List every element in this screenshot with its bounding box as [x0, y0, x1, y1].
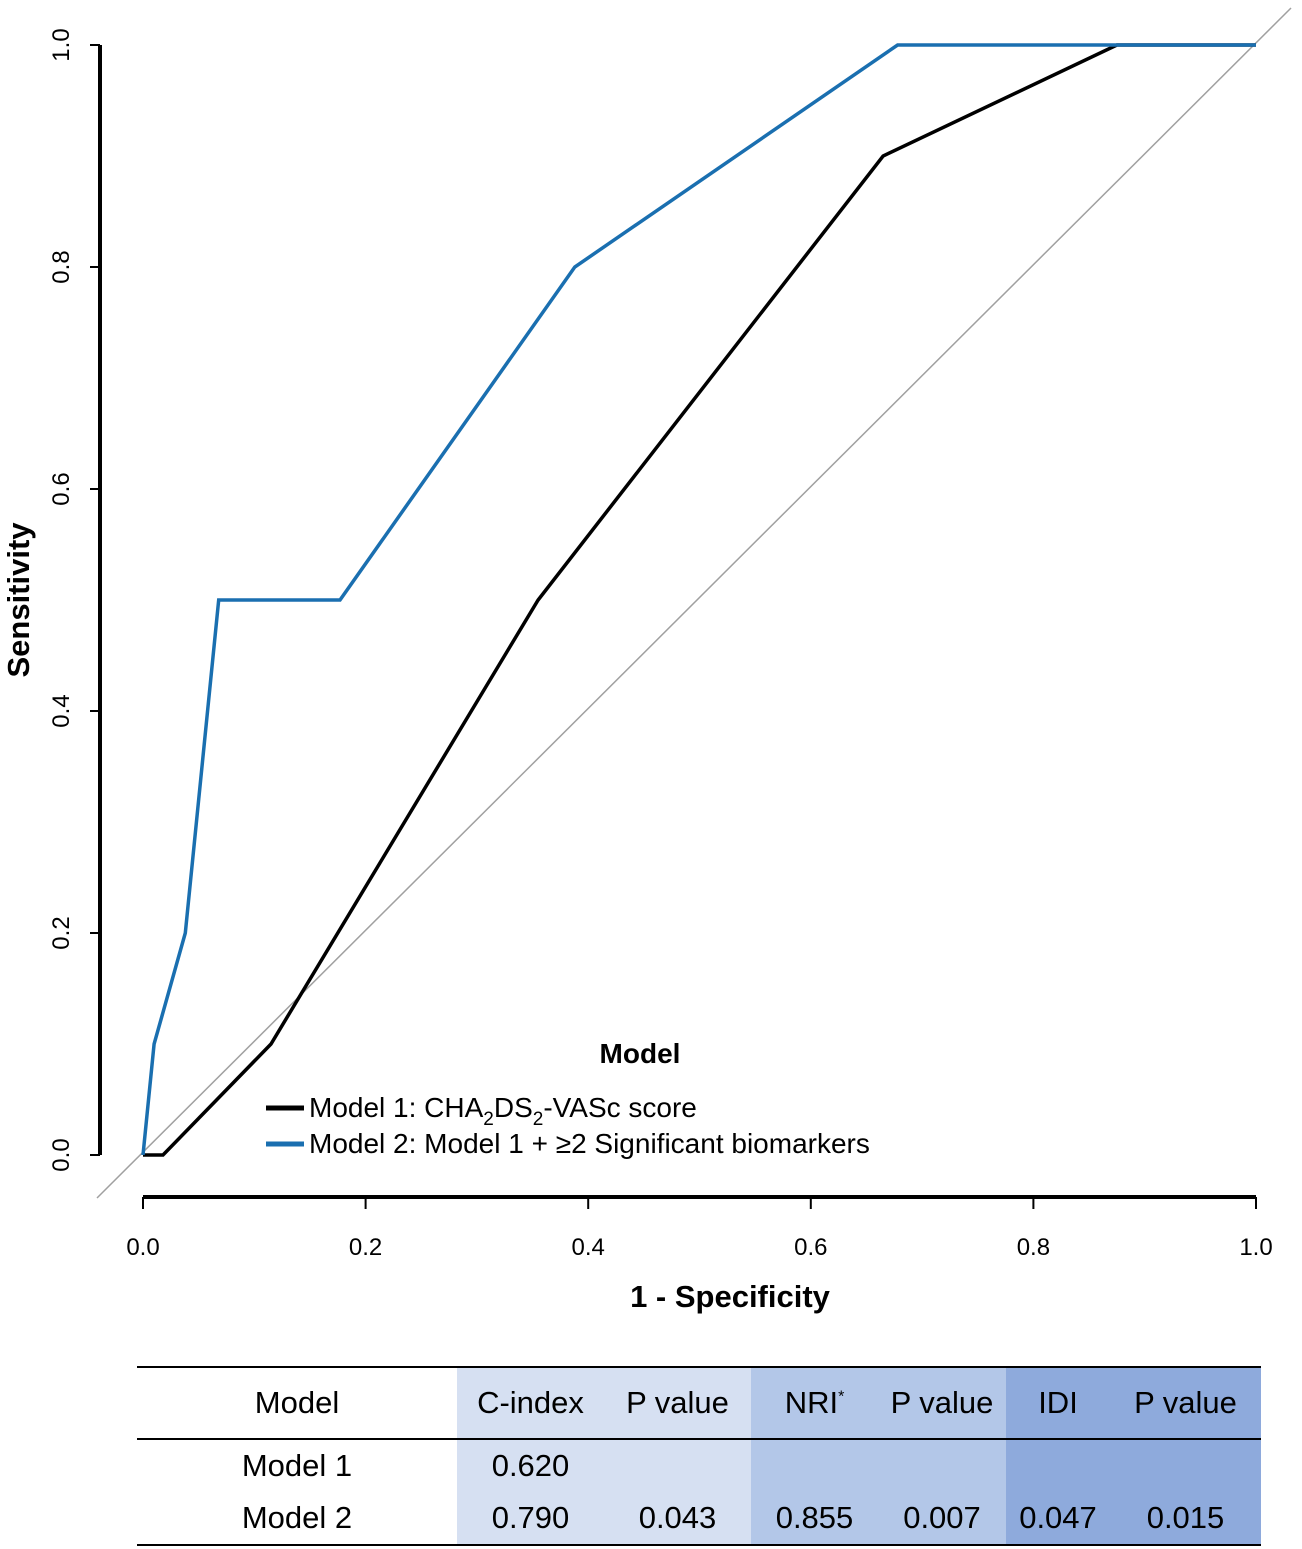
roc-line-model-2 — [141, 43, 1256, 1156]
cell-p-value-3: 0.015 — [1110, 1492, 1261, 1546]
x-tick-label: 0.6 — [794, 1234, 827, 1261]
cell-c-index: 0.620 — [457, 1439, 604, 1492]
y-tick-label: 1.0 — [48, 28, 75, 61]
header-c-index: C-index — [457, 1366, 604, 1440]
y-tick-label: 0.0 — [48, 1138, 75, 1171]
cell-p-value-3 — [1110, 1439, 1261, 1492]
x-axis-title: 1 - Specificity — [630, 1279, 831, 1314]
header-model: Model — [137, 1366, 457, 1440]
cell-p-value-1: 0.043 — [604, 1492, 751, 1546]
header-p-value-2: P value — [878, 1366, 1006, 1440]
header-nri-label: NRI — [784, 1385, 839, 1420]
y-tick-label: 0.8 — [48, 250, 75, 283]
y-tick-label: 0.4 — [48, 694, 75, 727]
legend: Model Model 1: CHA2DS2-VASc score Model … — [266, 1038, 870, 1159]
y-tick-label: 0.2 — [48, 916, 75, 949]
cell-p-value-2: 0.007 — [878, 1492, 1006, 1546]
table-header-row: Model C-index P value NRI* P value IDI P… — [137, 1366, 1261, 1440]
cell-nri — [751, 1439, 878, 1492]
roc-curves — [141, 43, 1256, 1157]
cell-c-index: 0.790 — [457, 1492, 604, 1546]
header-idi: IDI — [1006, 1366, 1110, 1440]
table-row: Model 2 0.790 0.043 0.855 0.007 0.047 0.… — [137, 1492, 1261, 1546]
cell-model: Model 1 — [241, 1448, 353, 1483]
cell-p-value-1 — [604, 1439, 751, 1492]
y-tick-label: 0.6 — [48, 472, 75, 505]
y-axis-title: Sensitivity — [1, 522, 36, 678]
header-p-value-3: P value — [1110, 1366, 1261, 1440]
y-axis-ticks: 0.0 0.2 0.4 0.6 0.8 1.0 — [48, 28, 100, 1172]
model-comparison-table: Model C-index P value NRI* P value IDI P… — [137, 1366, 1261, 1546]
x-tick-label: 0.8 — [1017, 1234, 1050, 1261]
x-tick-label: 0.2 — [349, 1234, 382, 1261]
roc-chart: 0.0 0.2 0.4 0.6 0.8 1.0 0.0 0.2 0.4 0.6 0.8 1.0 1 … — [1, 7, 1292, 1314]
cell-p-value-2 — [878, 1439, 1006, 1492]
header-nri-footnote-mark: * — [838, 1388, 845, 1406]
header-nri: NRI* — [751, 1366, 878, 1440]
cell-idi: 0.047 — [1006, 1492, 1110, 1546]
cell-nri: 0.855 — [751, 1492, 878, 1546]
legend-title: Model — [600, 1038, 681, 1069]
x-tick-label: 0.0 — [126, 1234, 159, 1261]
x-axis-ticks: 0.0 0.2 0.4 0.6 0.8 1.0 — [126, 1197, 1273, 1261]
cell-idi — [1006, 1439, 1110, 1492]
legend-label-model-2: Model 2: Model 1 + ≥2 Significant biomar… — [309, 1128, 870, 1159]
cell-model: Model 2 — [137, 1492, 457, 1546]
x-tick-label: 1.0 — [1239, 1234, 1272, 1261]
table-row: Model 1 0.620 — [137, 1439, 1261, 1492]
legend-label-model-1: Model 1: CHA2DS2-VASc score — [309, 1092, 697, 1130]
x-tick-label: 0.4 — [572, 1234, 605, 1261]
header-p-value-1: P value — [604, 1366, 751, 1440]
